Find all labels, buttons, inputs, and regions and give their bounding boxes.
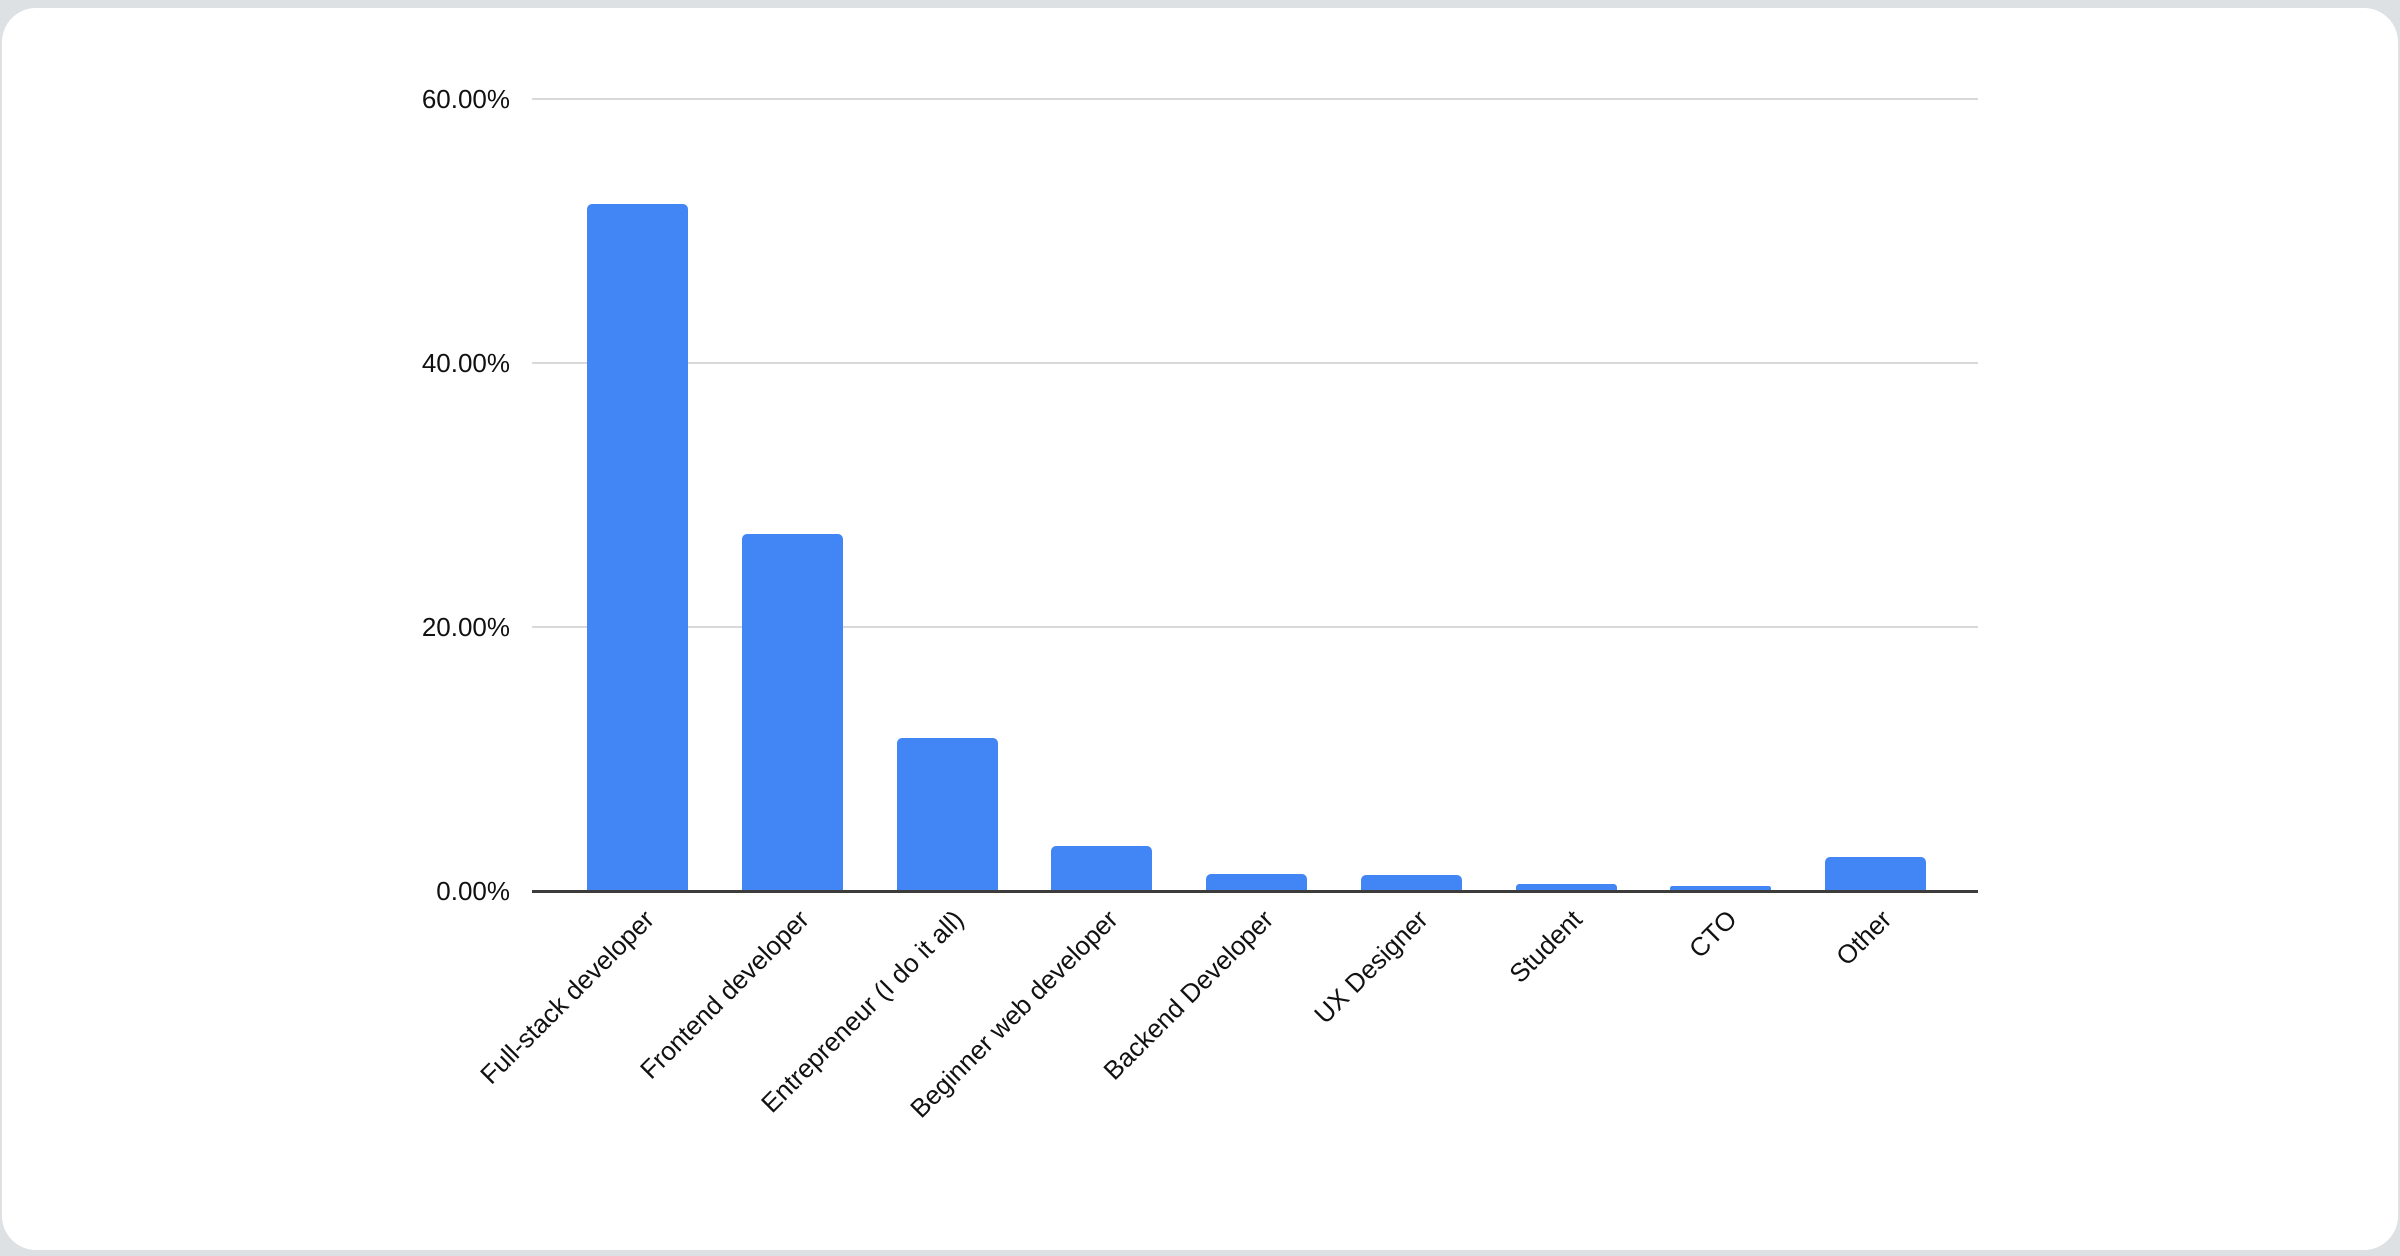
bar — [741, 534, 843, 891]
gridline — [532, 625, 1978, 628]
x-axis-category-label: UX Designer — [1308, 904, 1434, 1030]
bar — [1825, 856, 1926, 891]
bar — [1206, 873, 1307, 891]
gridline — [532, 361, 1978, 364]
y-axis-tick-label: 20.00% — [421, 611, 510, 642]
x-axis-line — [532, 890, 1978, 893]
x-axis-category-label: Other — [1830, 904, 1898, 972]
bar — [587, 204, 688, 891]
x-axis-category-label: Backend Developer — [1097, 904, 1279, 1086]
x-axis-category-label: Student — [1503, 904, 1589, 989]
bar — [1360, 875, 1462, 891]
x-axis-category-label: CTO — [1683, 904, 1743, 964]
x-axis-category-label: Full-stack developer — [473, 904, 660, 1090]
y-axis-tick-label: 60.00% — [421, 83, 510, 114]
chart-card: 60.00% 40.00% 20.00% 0.00% Full-stack develo… — [2, 8, 2398, 1250]
bar — [896, 737, 998, 891]
bar — [1051, 846, 1153, 891]
bar — [1670, 886, 1772, 891]
y-axis-tick-label: 0.00% — [436, 876, 510, 906]
bar — [1515, 884, 1617, 891]
bar-chart: 60.00% 40.00% 20.00% 0.00% Full-stack develo… — [2, 8, 2398, 1250]
gridline — [532, 97, 1978, 100]
x-axis-category-label: Frontend developer — [633, 904, 815, 1085]
y-axis-tick-label: 40.00% — [421, 347, 510, 378]
